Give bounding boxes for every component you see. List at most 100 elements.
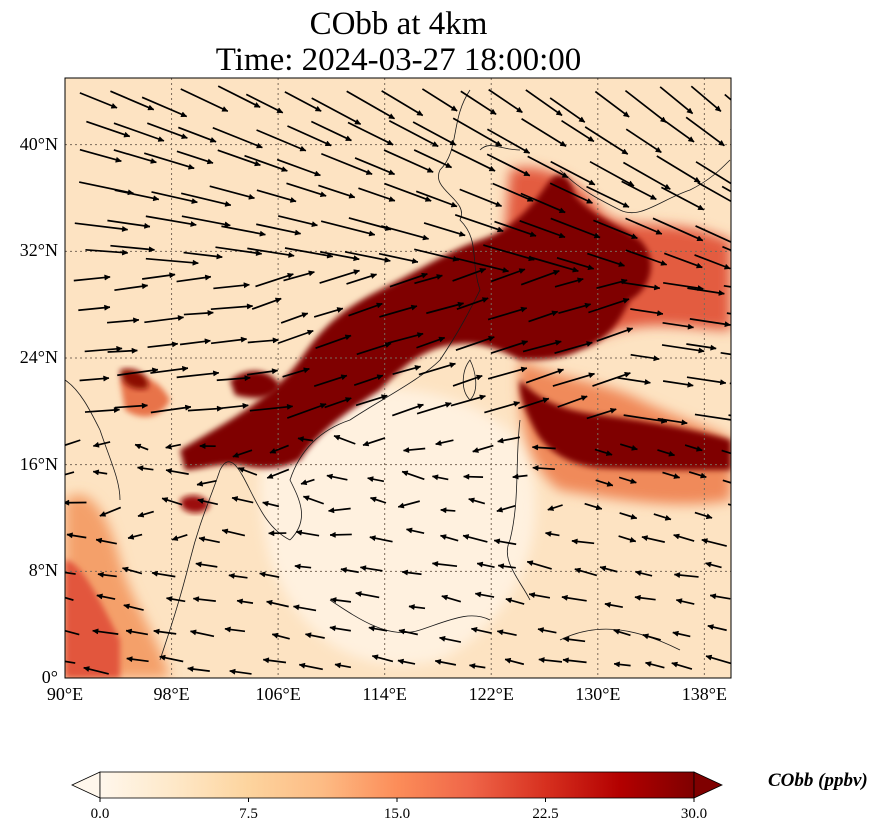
wind-arrow: [276, 158, 321, 177]
wind-arrow: [476, 561, 495, 569]
wind-arrow: [675, 598, 695, 605]
wind-arrow: [65, 660, 76, 664]
wind-arrow: [262, 657, 287, 664]
wind-arrow: [79, 375, 110, 382]
wind-arrow: [329, 531, 352, 538]
wind-arrow: [490, 268, 526, 283]
wind-arrow: [192, 596, 216, 603]
wind-arrow: [726, 312, 731, 315]
lat-tick-label: 40°N: [19, 133, 58, 154]
wind-arrow: [468, 663, 486, 670]
wind-arrow: [65, 439, 81, 449]
wind-arrow: [455, 335, 495, 351]
wind-arrow: [196, 479, 217, 487]
wind-arrow: [673, 533, 695, 542]
wind-arrow: [595, 479, 614, 487]
wind-arrow: [707, 624, 727, 632]
wind-arrow: [73, 274, 111, 282]
wind-arrow: [237, 467, 258, 476]
wind-arrow: [532, 465, 555, 472]
lon-tick-label: 122°E: [468, 684, 514, 704]
wind-arrow: [136, 465, 154, 472]
wind-arrow: [165, 596, 186, 603]
wind-arrow: [150, 365, 189, 374]
wind-arrow: [292, 604, 317, 612]
wind-arrow: [346, 90, 396, 120]
wind-arrow: [618, 535, 637, 543]
wind-arrow: [468, 497, 486, 505]
wind-arrow: [527, 155, 569, 179]
wind-arrow: [554, 277, 584, 288]
wind-arrow: [378, 252, 419, 264]
wind-arrow: [215, 246, 263, 257]
wind-arrow: [721, 449, 731, 455]
wind-arrow: [518, 397, 550, 410]
wind-arrow: [126, 656, 149, 663]
lon-tick-label: 90°E: [46, 684, 84, 704]
wind-arrow: [438, 635, 462, 643]
lat-tick-label: 24°N: [19, 347, 58, 367]
wind-arrow: [300, 478, 315, 486]
wind-arrow: [452, 268, 487, 282]
wind-arrow: [634, 594, 656, 601]
wind-arrow: [431, 474, 449, 481]
wind-arrow: [320, 220, 376, 237]
wind-arrow: [652, 217, 704, 242]
wind-arrow: [439, 534, 459, 542]
wind-arrow: [657, 417, 688, 426]
wind-arrow: [454, 214, 504, 233]
wind-arrow: [690, 85, 722, 113]
wind-arrow: [630, 308, 664, 317]
wind-arrow: [599, 565, 618, 573]
wind-arrow: [694, 511, 713, 520]
colorbar-tick-label: 15.0: [383, 806, 411, 822]
wind-arrow: [571, 538, 595, 545]
wind-arrow: [269, 444, 289, 454]
wind-arrow: [496, 504, 516, 513]
wind-arrow: [236, 598, 254, 605]
wind-arrow: [705, 654, 731, 665]
colorbar-tick-label: 7.5: [239, 806, 258, 822]
wind-arrow: [528, 256, 579, 273]
wind-arrow: [694, 254, 731, 270]
wind-arrow: [125, 628, 149, 636]
wind-arrow: [353, 374, 384, 387]
wind-arrow: [512, 473, 528, 480]
lat-tick-label: 32°N: [19, 240, 58, 261]
wind-arrow: [245, 93, 284, 114]
wind-arrow: [228, 573, 248, 579]
wind-arrow: [153, 628, 177, 635]
wind-arrow: [346, 273, 378, 285]
wind-arrow: [326, 473, 348, 481]
colorbar-max-extend: [693, 771, 723, 799]
colorbar-tick-label: 30.0: [680, 806, 708, 822]
wind-arrow: [397, 658, 416, 665]
wind-arrow: [283, 270, 315, 282]
wind-arrow: [97, 571, 117, 578]
wind-arrow: [354, 157, 396, 176]
wind-arrow: [134, 443, 149, 451]
wind-arrow: [334, 662, 352, 669]
wind-arrow: [656, 155, 701, 184]
wind-arrow: [86, 120, 131, 138]
wind-arrow: [642, 633, 661, 641]
wind-arrow: [722, 245, 731, 252]
wind-arrow: [294, 563, 312, 570]
wind-arrow: [412, 121, 457, 146]
wind-arrow: [659, 86, 694, 115]
wind-arrow: [147, 341, 179, 349]
wind-arrow: [418, 362, 457, 376]
wind-arrow: [722, 479, 731, 484]
wind-arrow: [268, 530, 287, 537]
wind-arrow: [123, 603, 144, 611]
wind-arrow: [278, 215, 319, 228]
wind-arrow: [297, 436, 314, 443]
wind-arrow: [117, 367, 159, 377]
wind-arrow: [151, 191, 198, 204]
wind-arrow: [431, 561, 458, 568]
wind-arrow: [180, 88, 229, 113]
wind-arrow: [689, 318, 731, 328]
wind-arrow: [594, 448, 613, 456]
wind-arrow: [558, 302, 592, 314]
wind-arrow: [414, 248, 460, 262]
